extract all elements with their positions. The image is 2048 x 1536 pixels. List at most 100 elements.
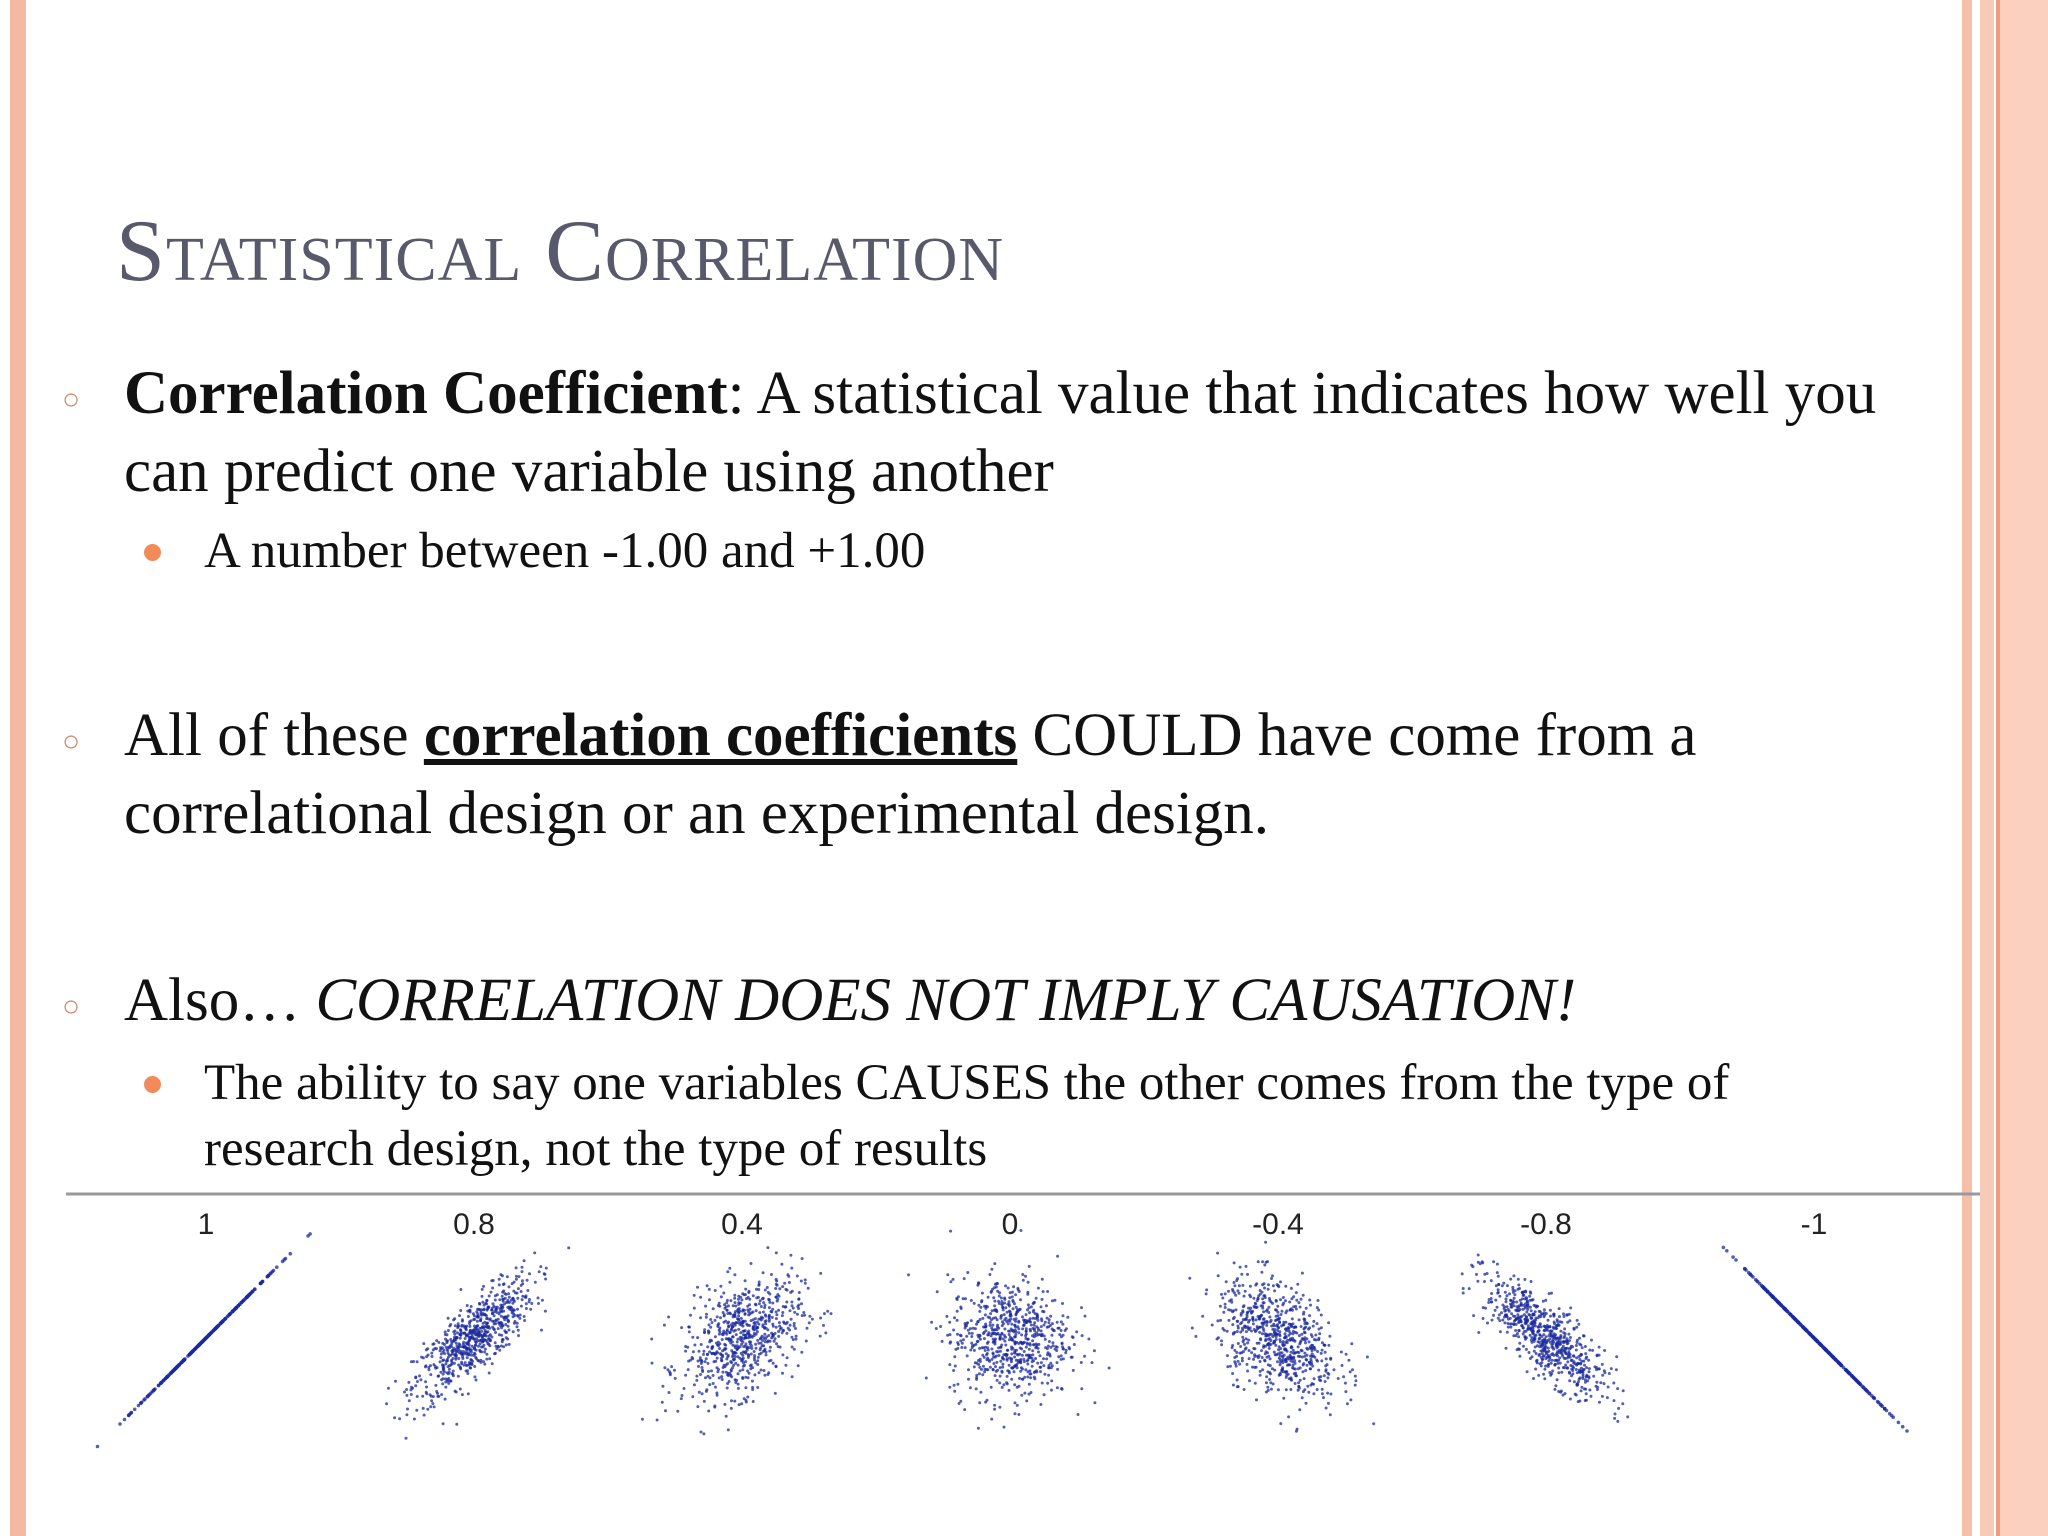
- scatter-point: [499, 1344, 503, 1348]
- scatter-point: [1284, 1299, 1287, 1303]
- scatter-point: [521, 1282, 525, 1286]
- scatter-point: [1505, 1284, 1509, 1288]
- scatter-point: [1576, 1362, 1580, 1366]
- scatter-point: [456, 1326, 460, 1330]
- scatter-point: [1578, 1376, 1582, 1380]
- scatter-point: [452, 1361, 456, 1365]
- scatter-point: [1036, 1326, 1040, 1330]
- scatter-point: [1061, 1345, 1064, 1349]
- scatter-point: [650, 1337, 654, 1341]
- scatter-point: [1308, 1367, 1312, 1371]
- scatter-point: [1566, 1320, 1570, 1324]
- scatter-point: [1553, 1359, 1557, 1362]
- scatter-point: [1246, 1325, 1249, 1329]
- scatter-point: [513, 1320, 517, 1323]
- scatter-point: [477, 1334, 481, 1338]
- scatter-point: [1022, 1360, 1026, 1364]
- scatter-point: [1544, 1357, 1548, 1361]
- scatter-point: [989, 1290, 993, 1294]
- scatter-point: [746, 1308, 750, 1312]
- scatter-point: [1289, 1307, 1293, 1311]
- scatter-point: [1277, 1356, 1281, 1360]
- scatter-point: [1572, 1360, 1576, 1364]
- scatter-point: [767, 1306, 771, 1310]
- scatter-point: [1246, 1272, 1249, 1276]
- scatter-point: [696, 1336, 700, 1340]
- scatter-point: [1066, 1315, 1070, 1319]
- scatter-point: [1582, 1359, 1586, 1363]
- scatter-point: [994, 1285, 998, 1289]
- scatter-point: [1345, 1402, 1349, 1406]
- scatter-point: [1833, 1357, 1838, 1362]
- scatter-point: [732, 1351, 736, 1355]
- scatter-point: [751, 1294, 755, 1298]
- scatter-point: [977, 1372, 981, 1376]
- scatter-point: [490, 1335, 494, 1339]
- scatter-point: [524, 1295, 528, 1299]
- scatter-point: [1559, 1389, 1563, 1393]
- scatter-point: [1525, 1300, 1529, 1304]
- scatter-point: [1788, 1312, 1792, 1316]
- scatter-point: [469, 1305, 473, 1308]
- scatter-point: [521, 1294, 525, 1298]
- scatter-point: [1268, 1364, 1272, 1368]
- scatter-point: [437, 1374, 441, 1378]
- scatter-point: [1549, 1361, 1553, 1365]
- scatter-point: [948, 1363, 952, 1367]
- scatter-point: [1027, 1347, 1031, 1351]
- scatter-point: [180, 1360, 184, 1364]
- scatter-point: [743, 1312, 747, 1316]
- scatter-point: [1024, 1274, 1027, 1278]
- scatter-point: [456, 1374, 460, 1378]
- scatter-point: [764, 1319, 768, 1323]
- scatter-point: [1324, 1368, 1328, 1372]
- scatter-point: [1004, 1284, 1008, 1288]
- scatter-point: [1295, 1374, 1298, 1378]
- scatter-point: [1267, 1354, 1271, 1358]
- scatter-point: [1293, 1330, 1297, 1334]
- scatter-point: [1005, 1357, 1009, 1361]
- scatter-point: [1053, 1347, 1057, 1351]
- scatter-point: [721, 1366, 725, 1369]
- scatter-point: [1260, 1349, 1263, 1353]
- scatter-point: [1294, 1304, 1298, 1308]
- scatter-point: [454, 1336, 458, 1340]
- scatter-point: [487, 1334, 491, 1338]
- scatter-point: [750, 1346, 754, 1350]
- scatter-point: [731, 1325, 735, 1328]
- scatter-point: [1563, 1392, 1567, 1396]
- scatter-point: [734, 1381, 738, 1384]
- scatter-point: [480, 1335, 484, 1339]
- scatter-point: [1028, 1343, 1032, 1347]
- scatter-point: [1525, 1310, 1529, 1314]
- scatter-point: [792, 1347, 796, 1351]
- sub-bullet-research-design: The ability to say one variables CAUSES …: [144, 1050, 1904, 1182]
- scatter-point: [412, 1417, 416, 1421]
- scatter-point: [1294, 1307, 1298, 1311]
- scatter-point: [443, 1333, 447, 1336]
- scatter-point: [1535, 1304, 1539, 1308]
- scatter-point: [1272, 1324, 1276, 1328]
- scatter-point: [1039, 1403, 1043, 1406]
- scatter-point: [156, 1383, 161, 1388]
- scatter-point: [790, 1304, 794, 1308]
- scatter-point: [733, 1310, 737, 1314]
- scatter-point: [711, 1307, 715, 1311]
- scatter-point: [707, 1298, 711, 1302]
- scatter-point: [1255, 1398, 1258, 1402]
- scatter-point: [778, 1287, 782, 1291]
- scatter-point: [526, 1289, 530, 1292]
- scatter-point: [1236, 1359, 1240, 1363]
- scatter-point: [1059, 1320, 1063, 1324]
- scatter-point: [1269, 1381, 1273, 1385]
- scatter-point: [476, 1329, 480, 1332]
- scatter-point: [733, 1344, 737, 1348]
- scatter-point: [1485, 1272, 1489, 1275]
- scatter-point: [1310, 1352, 1314, 1356]
- scatter-point: [1323, 1380, 1327, 1383]
- scatter-point: [1013, 1401, 1017, 1405]
- scatter-point: [777, 1294, 781, 1298]
- scatter-point: [1004, 1343, 1008, 1347]
- scatter-point: [502, 1282, 506, 1286]
- scatter-point: [494, 1344, 498, 1348]
